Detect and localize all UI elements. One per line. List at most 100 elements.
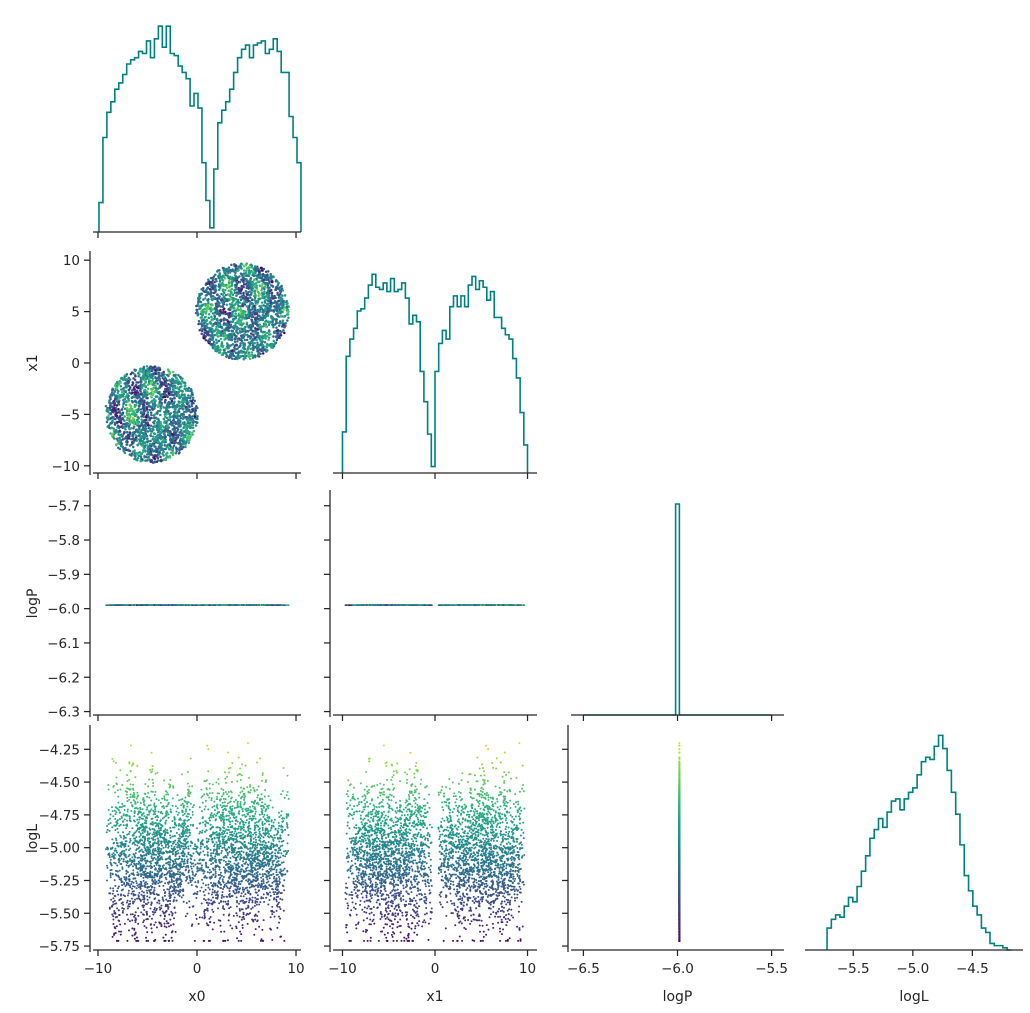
- scatter-point-x0-logL: [119, 933, 122, 936]
- scatter-point-x0-logL: [172, 892, 175, 895]
- scatter-point-x1-logL: [428, 793, 431, 796]
- scatter-point-x1-logL: [471, 877, 474, 880]
- scatter-point-x1-logL: [415, 809, 417, 812]
- scatter-point-x0-logL: [227, 795, 230, 798]
- scatter-point-x0-logL: [260, 779, 263, 782]
- scatter-point-x0-logL: [286, 826, 289, 829]
- scatter-point-x1-logL: [495, 767, 498, 770]
- scatter-point-x1-logL: [387, 896, 390, 899]
- scatter-point-x1-logL: [400, 824, 403, 827]
- scatter-point-x1-logL: [453, 807, 456, 810]
- scatter-point-x0-logL: [169, 918, 172, 921]
- scatter-point-x0-logL: [153, 804, 156, 807]
- scatter-point-x0-logL: [261, 852, 264, 855]
- scatter-point-x0-logL: [116, 851, 119, 854]
- scatter-point-x0-logL: [229, 860, 232, 863]
- scatter-point-x1-logL: [466, 858, 469, 861]
- scatter-point-x0-logL: [160, 847, 163, 850]
- scatter-point-x0-logL: [122, 903, 125, 906]
- scatter-point-x1-logL: [354, 858, 357, 861]
- scatter-point-x1-logL: [419, 828, 422, 831]
- scatter-point-x0-logL: [278, 815, 281, 818]
- scatter-point-x1-logL: [405, 875, 408, 878]
- scatter-point-x1-logL: [505, 800, 508, 803]
- scatter-point-x1-logL: [396, 921, 399, 924]
- scatter-point-x0-logL: [136, 818, 139, 821]
- scatter-point-x0-logL: [241, 814, 244, 817]
- scatter-point-x0-logL: [114, 791, 117, 794]
- scatter-point-x1-logL: [401, 914, 404, 917]
- scatter-point-x1-logL: [460, 779, 463, 782]
- scatter-point-x0-logL: [109, 887, 112, 890]
- scatter-point-x1-logL: [498, 927, 501, 930]
- scatter-point-x1-logL: [509, 799, 512, 802]
- scatter-point-x1-logL: [407, 936, 410, 939]
- scatter-point-x0-logL: [241, 790, 244, 793]
- scatter-point-x0-logL: [223, 846, 226, 849]
- scatter-point-x1-logL: [364, 797, 367, 800]
- scatter-point-x0-logL: [144, 859, 147, 862]
- scatter-point-x0-logL: [239, 778, 242, 781]
- scatter-point-x0-logL: [287, 849, 290, 852]
- scatter-point-x0-logL: [248, 901, 251, 904]
- scatter-point-x0-logL: [111, 810, 114, 813]
- scatter-point-x0-logL: [277, 821, 280, 824]
- scatter-point-x0-logL: [138, 835, 141, 838]
- scatter-point-x1-logL: [387, 918, 390, 921]
- scatter-point-x0-logL: [210, 852, 213, 855]
- scatter-point-x1-logL: [371, 810, 374, 813]
- scatter-point-x0-logL: [254, 836, 257, 839]
- scatter-point-x0-logL: [254, 838, 257, 841]
- scatter-point-x0-logL: [239, 818, 242, 821]
- scatter-point-x1-logL: [494, 915, 497, 918]
- scatter-point-x1-logL: [507, 913, 510, 916]
- scatter-point-x0-logL: [238, 907, 241, 910]
- scatter-point-x1-logL: [481, 763, 484, 766]
- scatter-point-x0-x1: [149, 411, 153, 414]
- scatter-point-x1-logL: [375, 806, 378, 809]
- scatter-point-x0-logL: [128, 778, 131, 781]
- scatter-point-x1-logL: [474, 824, 477, 827]
- scatter-point-x0-x1: [213, 333, 217, 337]
- scatter-point-x0-logL: [173, 826, 176, 829]
- scatter-point-x1-logL: [383, 810, 386, 813]
- scatter-point-x0-logL: [203, 830, 206, 833]
- scatter-point-x0-logL: [166, 829, 169, 832]
- scatter-point-x0-logL: [279, 837, 282, 840]
- scatter-point-x1-logL: [410, 875, 413, 878]
- scatter-point-x0-logL: [259, 901, 262, 904]
- scatter-point-x1-logL: [483, 792, 486, 795]
- scatter-point-x0-logL: [178, 855, 181, 858]
- scatter-point-x1-logL: [425, 862, 428, 865]
- scatter-point-x0-logL: [114, 761, 117, 764]
- scatter-layer: [104, 262, 681, 942]
- scatter-point-x0-logL: [185, 834, 187, 837]
- scatter-point-x1-logL: [479, 930, 482, 933]
- scatter-point-x1-logL: [415, 894, 418, 897]
- scatter-point-x1-logL: [520, 856, 523, 859]
- scatter-point-x0-logL: [151, 871, 154, 874]
- scatter-point-x0-logL: [112, 760, 115, 763]
- scatter-point-x0-logL: [264, 803, 267, 806]
- scatter-point-x0-logL: [224, 900, 227, 903]
- scatter-point-x1-logL: [515, 801, 518, 804]
- scatter-point-x1-logL: [502, 833, 505, 836]
- scatter-point-x1-logL: [453, 792, 456, 795]
- scatter-point-x0-logL: [126, 808, 129, 811]
- scatter-point-x0-logL: [255, 903, 258, 906]
- scatter-point-x1-logL: [383, 933, 386, 936]
- scatter-point-x0-x1: [234, 312, 237, 315]
- scatter-point-x1-logL: [478, 802, 481, 805]
- scatter-point-x1-logL: [414, 765, 417, 768]
- scatter-point-x1-logL: [371, 862, 374, 865]
- scatter-point-x1-logL: [516, 873, 519, 876]
- scatter-point-x1-logL: [368, 760, 371, 763]
- scatter-point-x0-logL: [189, 831, 192, 834]
- scatter-point-x1-logL: [396, 852, 399, 855]
- scatter-point-x0-logL: [208, 871, 211, 874]
- scatter-point-x0-logL: [166, 831, 169, 834]
- scatter-point-x0-logL: [170, 869, 173, 872]
- scatter-point-x1-logL: [347, 860, 350, 863]
- scatter-point-x1-logL: [488, 846, 491, 849]
- scatter-point-x0-logL: [256, 915, 259, 917]
